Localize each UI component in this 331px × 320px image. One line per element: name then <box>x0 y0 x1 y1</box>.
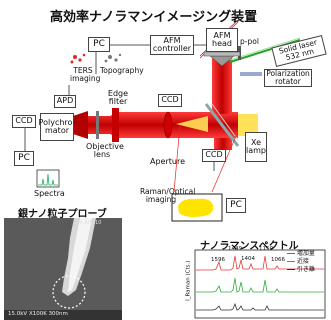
topography-label: Topography <box>100 66 144 75</box>
peak-label-1404: 1404 <box>241 256 255 262</box>
legend-swatch-black <box>287 269 295 270</box>
xe-lamp-box: Xe lamp <box>245 132 267 162</box>
pc-top-box: PC <box>88 37 110 52</box>
peak-label-1449: 1449 <box>228 246 242 252</box>
legend-swatch-green <box>287 261 295 262</box>
objective-lens-label: Objective lens <box>86 142 124 159</box>
apd-box: APD <box>54 95 76 108</box>
peak-label-1596: 1596 <box>211 257 225 263</box>
pc-right-box: PC <box>226 198 246 213</box>
legend-label-green: 近接 <box>296 258 309 265</box>
spectrum-panel: I_Raman (Cts.) 1449 1404 1150 1596 1066 … <box>183 246 328 320</box>
spectrum-ylabel: I_Raman (Cts.) <box>185 260 192 301</box>
sem-title: 銀ナノ粒子プローブ <box>18 209 107 220</box>
edge-filter-element <box>96 111 99 139</box>
afm-head-box: AFM head <box>206 28 238 52</box>
spectrum-black-line <box>196 302 324 311</box>
legend-item-green: 近接 <box>287 259 309 265</box>
spectrum-green-line <box>196 277 324 293</box>
legend-label-black: 引き離 <box>296 266 315 273</box>
legend-swatch-red <box>287 253 295 254</box>
peak-label-1066: 1066 <box>271 257 285 263</box>
polychromator-box: Polychro-mator <box>39 113 75 141</box>
polarization-rotator-box: Polarization rotator <box>264 69 312 87</box>
ccd-left-box: CCD <box>12 115 36 128</box>
ccd-bottom-box: CCD <box>202 149 226 162</box>
afm-controller-box: AFM controller <box>150 35 194 55</box>
legend-item-black: 引き離 <box>287 267 315 273</box>
p-pol-label: p-pol <box>240 37 259 46</box>
spectra-label: Spectra <box>34 189 65 198</box>
xe-beam <box>238 114 258 136</box>
up-beam <box>212 58 232 114</box>
legend-item-red: 増加量 <box>287 251 315 257</box>
objective-lens-element <box>112 108 119 142</box>
edge-filter-box: Edge filter <box>107 88 129 106</box>
topography-dots <box>104 53 122 63</box>
ccd-mid-box: CCD <box>158 94 182 107</box>
xe-beam-reflect <box>176 116 208 132</box>
down-beam <box>214 138 232 150</box>
sem-header-text: 25-JUN-10 <box>76 220 102 226</box>
raman-yellow-image <box>178 198 214 217</box>
pc-left-box: PC <box>14 151 34 166</box>
ters-dots <box>70 53 86 64</box>
sem-image: 25-JUN-10 15.0kV X100K 300nm <box>4 218 122 320</box>
beam-arrow <box>70 111 88 139</box>
ters-imaging-label: TERS imaging <box>70 66 101 83</box>
raman-optical-imaging-label: Raman/Optical imaging <box>140 187 196 204</box>
aperture-element <box>163 111 173 139</box>
spectrum-title: ナノラマンスペクトル <box>200 241 299 252</box>
legend-label-red: 増加量 <box>296 250 315 257</box>
connector-lines <box>24 44 215 171</box>
page-title: 高効率ナノラマンイメージング装置 <box>50 10 258 25</box>
spectrum-red-line <box>196 255 324 271</box>
spectra-frame <box>36 169 60 188</box>
sem-footer: 15.0kV X100K 300nm <box>8 311 68 317</box>
aperture-label: Aperture <box>150 157 186 166</box>
spectra-mini-line <box>38 173 58 186</box>
peak-label-1150: 1150 <box>259 246 273 252</box>
polarization-rotator-element <box>240 72 262 76</box>
